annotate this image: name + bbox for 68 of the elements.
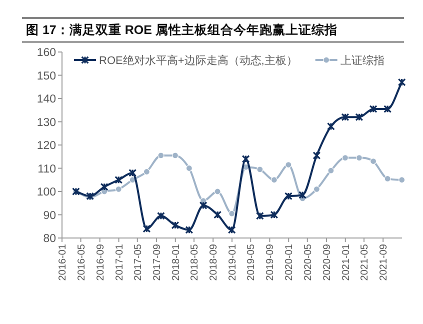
point: [328, 167, 334, 174]
y-tick-label: 90: [43, 210, 56, 222]
point: [284, 192, 292, 200]
x-tick-label: 2016-05: [76, 244, 88, 281]
point: [370, 158, 377, 165]
point: [326, 122, 335, 130]
chart-title: 图 17：满足双重 ROE 属性主板组合今年跑赢上证综指: [26, 22, 338, 37]
x-tick-label: 2021-01: [340, 244, 352, 281]
y-tick-label: 80: [43, 233, 56, 245]
point: [355, 113, 364, 122]
x-tick-label: 2020-01: [284, 244, 296, 281]
x-tick-label: 2020-05: [302, 244, 314, 281]
point: [384, 175, 391, 182]
point: [285, 161, 292, 168]
y-tick-label: 110: [38, 163, 56, 176]
x-tick-label: 2019-05: [246, 244, 258, 281]
point: [242, 154, 250, 163]
legend-label: 上证综指: [340, 54, 384, 67]
point: [100, 182, 108, 191]
x-tick-label: 2017-09: [152, 244, 163, 281]
x-tick-label: 2017-05: [132, 244, 144, 281]
x-tick-label: 2019-01: [228, 244, 238, 281]
point: [298, 190, 307, 199]
point: [369, 104, 378, 113]
point: [384, 104, 392, 113]
point: [115, 186, 122, 192]
x-tick-label: 2018-05: [190, 244, 200, 281]
point: [270, 210, 278, 219]
point: [172, 152, 179, 159]
x-tick-label: 2021-05: [360, 244, 370, 281]
y-tick-label: 130: [36, 116, 56, 129]
point: [228, 226, 236, 234]
point: [214, 188, 221, 195]
legend-label: ROE绝对水平高+边际走高（动态,主板）: [99, 54, 298, 67]
x-tick-label: 2021-09: [378, 244, 390, 281]
y-tick-label: 160: [36, 47, 56, 59]
y-tick-label: 120: [36, 140, 56, 152]
point: [342, 154, 349, 162]
x-tick-label: 2018-09: [208, 244, 220, 281]
point: [128, 168, 137, 177]
point: [171, 221, 180, 230]
point: [186, 164, 192, 172]
point: [158, 152, 164, 159]
point: [312, 151, 321, 160]
point: [214, 210, 222, 219]
point: [228, 210, 236, 217]
x-tick-label: 2020-09: [322, 244, 333, 281]
point: [185, 226, 194, 234]
point: [143, 168, 150, 176]
point: [114, 176, 123, 184]
y-tick-label: 140: [36, 94, 56, 106]
point: [398, 176, 406, 184]
point: [341, 113, 350, 122]
point: [356, 154, 362, 162]
x-tick-label: 2019-09: [265, 244, 276, 281]
x-tick-label: 2018-01: [170, 244, 182, 281]
point: [270, 176, 278, 184]
point: [142, 224, 151, 233]
x-tick-label: 2016-01: [58, 244, 68, 281]
point: [156, 212, 165, 220]
x-tick-label: 2016-09: [95, 244, 106, 281]
x-tick-label: 2017-01: [114, 244, 126, 281]
point: [313, 186, 320, 192]
y-tick-label: 150: [36, 70, 56, 82]
point: [256, 166, 264, 173]
y-tick-label: 100: [36, 186, 56, 198]
point: [199, 201, 208, 210]
point: [256, 212, 264, 220]
